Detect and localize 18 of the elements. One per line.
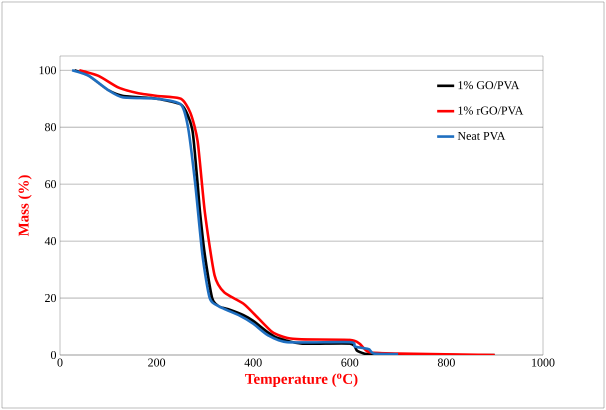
x-tick-label: 400 bbox=[244, 358, 262, 367]
x-tick-label: 800 bbox=[438, 358, 455, 367]
x-tick-label: 0 bbox=[57, 358, 63, 367]
legend-label: Neat PVA bbox=[458, 132, 506, 140]
x-tick-label: 600 bbox=[341, 358, 358, 367]
y-tick-label: 60 bbox=[45, 180, 56, 188]
x-tick-label: 1000 bbox=[532, 358, 554, 367]
y-tick-label: 100 bbox=[40, 66, 56, 74]
y-tick-label: 0 bbox=[50, 350, 56, 360]
line-series bbox=[70, 68, 400, 355]
x-axis-title: Temperature ($^{o}$C) bbox=[245, 373, 358, 387]
legend-label: 1% GO/PVA bbox=[458, 81, 520, 90]
y-tick-label: 20 bbox=[45, 294, 56, 302]
x-tick-label: 200 bbox=[148, 358, 166, 367]
legend-label: 1% rGO/PVA bbox=[458, 106, 524, 115]
y-tick-label: 40 bbox=[44, 237, 56, 246]
y-tick-label: 80 bbox=[44, 123, 56, 132]
y-axis-title: Mass (%) bbox=[18, 175, 32, 236]
